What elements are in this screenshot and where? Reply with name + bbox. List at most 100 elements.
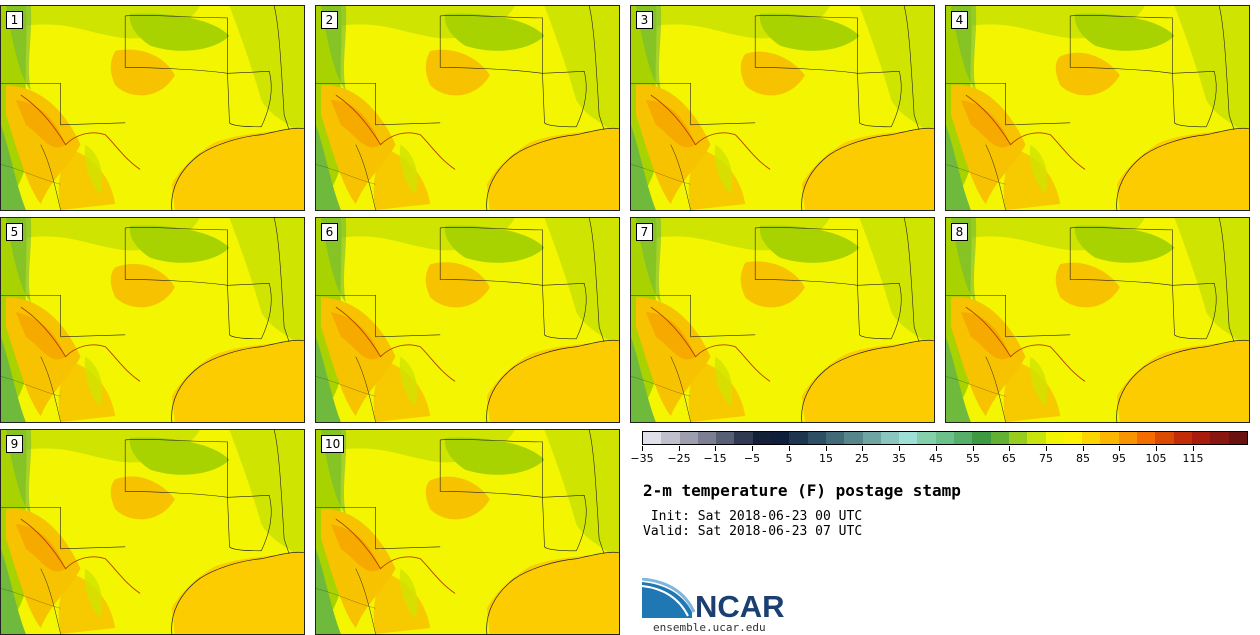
colorbar-tick	[679, 446, 680, 451]
colorbar-tick	[973, 446, 974, 451]
temperature-map	[316, 430, 619, 634]
member-panel-10: 10	[315, 429, 620, 635]
temperature-map	[631, 6, 934, 210]
temperature-map	[1, 430, 304, 634]
temperature-map	[946, 218, 1249, 422]
member-number-label: 5	[6, 223, 23, 241]
member-number-label: 4	[951, 11, 968, 29]
colorbar-swatch	[844, 432, 863, 444]
colorbar-tick	[789, 446, 790, 451]
colorbar-tick-label: −15	[703, 452, 727, 465]
colorbar-swatch	[899, 432, 918, 444]
colorbar-swatch	[880, 432, 900, 444]
colorbar-tick-label: 85	[1076, 452, 1090, 465]
colorbar-tick-label: 15	[819, 452, 833, 465]
colorbar-swatch	[935, 432, 955, 444]
member-number-label: 3	[636, 11, 653, 29]
colorbar-tick-label: 65	[1002, 452, 1016, 465]
colorbar-tick	[936, 446, 937, 451]
colorbar-tick	[1119, 446, 1120, 451]
member-number-label: 6	[321, 223, 338, 241]
colorbar-swatch	[954, 432, 973, 444]
colorbar-tick	[862, 446, 863, 451]
colorbar-swatch	[1228, 432, 1247, 444]
ncar-logo: NCAR	[642, 578, 785, 622]
colorbar-swatch	[752, 432, 772, 444]
colorbar-swatch	[972, 432, 991, 444]
member-panel-6: 6	[315, 217, 620, 423]
colorbar-swatch	[1082, 432, 1101, 444]
colorbar-swatch	[697, 432, 717, 444]
colorbar-swatch	[679, 432, 698, 444]
member-number-label: 7	[636, 223, 653, 241]
colorbar-swatch	[990, 432, 1009, 444]
member-panel-3: 3	[630, 5, 935, 211]
colorbar-swatch	[789, 432, 808, 444]
member-panel-2: 2	[315, 5, 620, 211]
colorbar-tick	[899, 446, 900, 451]
temperature-map	[1, 218, 304, 422]
ncar-url: ensemble.ucar.edu	[653, 621, 766, 634]
member-panel-5: 5	[0, 217, 305, 423]
colorbar-tick-label: 55	[966, 452, 980, 465]
chart-title: 2-m temperature (F) postage stamp	[643, 481, 961, 500]
temperature-map	[316, 218, 619, 422]
temperature-map	[1, 6, 304, 210]
init-time: Init: Sat 2018-06-23 00 UTC	[643, 509, 863, 524]
colorbar-tick	[1156, 446, 1157, 451]
colorbar-tick	[826, 446, 827, 451]
colorbar-swatch	[771, 432, 790, 444]
colorbar-tick-label: 115	[1182, 452, 1204, 465]
temperature-map	[316, 6, 619, 210]
colorbar-swatch	[734, 432, 753, 444]
member-panel-7: 7	[630, 217, 935, 423]
colorbar-tick	[1009, 446, 1010, 451]
colorbar-swatch	[862, 432, 881, 444]
colorbar-swatch	[661, 432, 680, 444]
colorbar-swatch	[1118, 432, 1138, 444]
colorbar-swatch	[1191, 432, 1211, 444]
temperature-map	[946, 6, 1249, 210]
colorbar-swatch	[1008, 432, 1028, 444]
colorbar-tick	[1046, 446, 1047, 451]
colorbar-tick	[1193, 446, 1194, 451]
colorbar-tick-label: −35	[630, 452, 654, 465]
colorbar-swatch	[1155, 432, 1174, 444]
colorbar-swatch	[825, 432, 845, 444]
colorbar-tick	[1083, 446, 1084, 451]
colorbar-tick-label: 45	[929, 452, 943, 465]
colorbar-tick-label: −5	[743, 452, 761, 465]
member-number-label: 8	[951, 223, 968, 241]
member-panel-8: 8	[945, 217, 1250, 423]
colorbar-swatch	[1027, 432, 1046, 444]
colorbar-tick-label: 105	[1145, 452, 1167, 465]
colorbar-swatch	[1210, 432, 1229, 444]
colorbar-ticks: −35 −25 −15 −5 5 15 25 35 45 55 65 75 85 95 105 115	[630, 446, 1248, 466]
colorbar-tick-label: 35	[892, 452, 906, 465]
member-panel-9: 9	[0, 429, 305, 635]
colorbar-tick	[752, 446, 753, 451]
colorbar-swatch	[1137, 432, 1156, 444]
colorbar-swatch	[1173, 432, 1192, 444]
colorbar-swatch	[917, 432, 936, 444]
colorbar-tick-label: −25	[667, 452, 691, 465]
temperature-colorbar	[642, 431, 1248, 445]
member-panel-1: 1	[0, 5, 305, 211]
member-panel-4: 4	[945, 5, 1250, 211]
colorbar-tick-label: 75	[1039, 452, 1053, 465]
temperature-map	[631, 218, 934, 422]
colorbar-swatch	[643, 432, 662, 444]
colorbar-swatch	[1063, 432, 1083, 444]
colorbar-swatch	[1100, 432, 1119, 444]
colorbar-tick-label: 95	[1112, 452, 1126, 465]
ncar-logo-text: NCAR	[695, 589, 785, 622]
colorbar-tick	[715, 446, 716, 451]
valid-time: Valid: Sat 2018-06-23 07 UTC	[643, 524, 863, 539]
colorbar-tick	[642, 446, 643, 451]
member-number-label: 2	[321, 11, 338, 29]
colorbar-swatch	[1045, 432, 1064, 444]
colorbar-swatch	[807, 432, 826, 444]
member-number-label: 10	[321, 435, 345, 453]
colorbar-swatch	[716, 432, 735, 444]
member-number-label: 9	[6, 435, 23, 453]
